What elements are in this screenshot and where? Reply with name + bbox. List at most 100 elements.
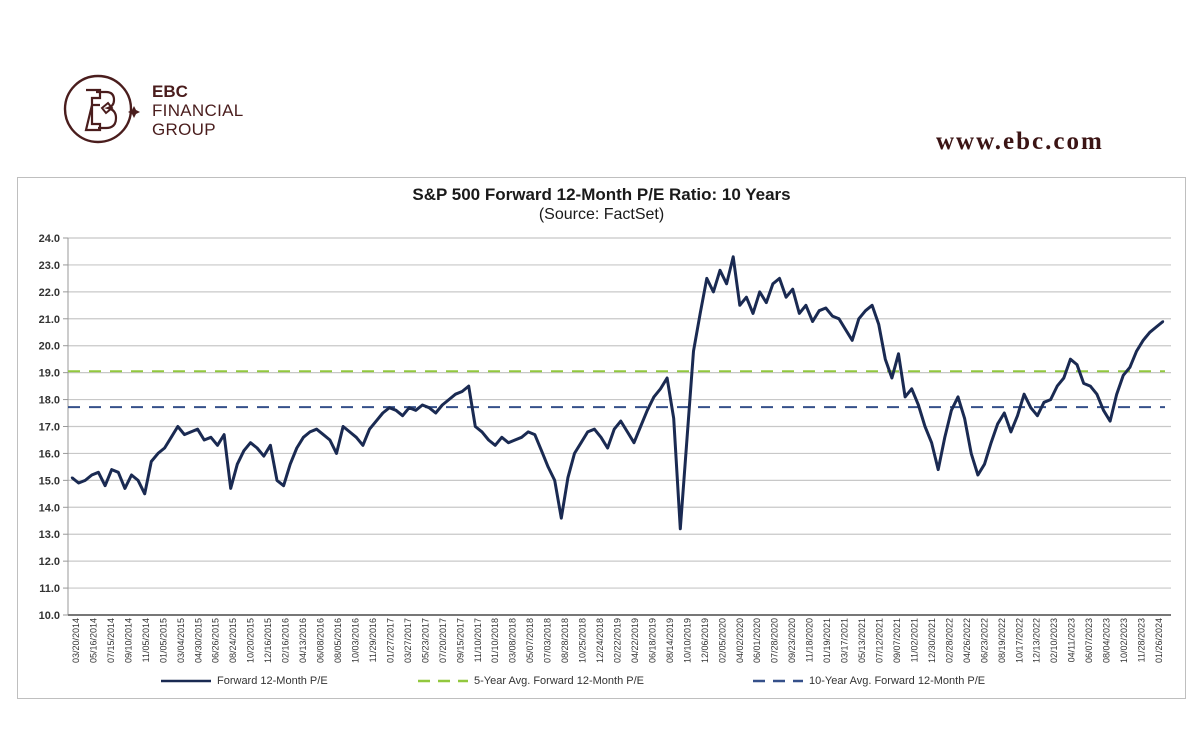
- forward-pe-point: [507, 441, 510, 444]
- legend-swatch-blue-dashed: [753, 679, 803, 683]
- logo-text: EBC FINANCIAL GROUP: [152, 82, 244, 139]
- forward-pe-point: [851, 339, 854, 342]
- x-tick-label: 02/28/2022: [944, 618, 954, 663]
- forward-pe-point: [970, 452, 973, 455]
- y-tick-label: 20.0: [39, 341, 60, 353]
- forward-pe-point: [275, 479, 279, 482]
- y-tick-label: 12.0: [39, 556, 60, 568]
- legend-label-forward-pe: Forward 12-Month P/E: [217, 675, 328, 687]
- forward-pe-point: [1009, 430, 1013, 434]
- forward-pe-point: [408, 406, 411, 409]
- forward-pe-point: [341, 425, 345, 428]
- forward-pe-point: [474, 425, 477, 428]
- forward-pe-point: [1049, 398, 1052, 401]
- forward-pe-point: [513, 438, 517, 442]
- y-tick-label: 19.0: [39, 368, 60, 380]
- y-tick-label: 15.0: [39, 475, 60, 487]
- forward-pe-point: [394, 409, 398, 412]
- forward-pe-point: [487, 438, 490, 442]
- x-tick-label: 04/13/2016: [298, 618, 308, 663]
- forward-pe-point: [930, 441, 933, 444]
- x-tick-label: 12/13/2022: [1032, 618, 1042, 663]
- forward-pe-point: [427, 406, 431, 409]
- forward-pe-point: [791, 287, 794, 291]
- x-tick-label: 03/20/2014: [71, 618, 81, 663]
- forward-pe-point: [143, 492, 146, 496]
- x-tick-label: 11/29/2016: [368, 618, 378, 662]
- forward-pe-point: [381, 411, 384, 415]
- forward-pe-point: [579, 441, 583, 444]
- forward-pe-point: [1128, 366, 1132, 369]
- forward-pe-point: [1029, 406, 1032, 409]
- chart-plot: 10.0 11.0 12.0 13.0 14.0 15.0 16.0 17.0 18.0 19.0…: [39, 233, 1171, 663]
- forward-pe-point: [712, 290, 715, 294]
- forward-pe-point: [189, 430, 193, 434]
- x-tick-label: 09/10/2014: [123, 618, 133, 663]
- forward-pe-point: [758, 290, 761, 294]
- forward-pe-point: [804, 304, 808, 307]
- forward-pe-point: [315, 427, 318, 431]
- forward-pe-point: [150, 460, 153, 463]
- x-tick-label: 01/05/2015: [158, 618, 168, 663]
- forward-pe-point: [632, 441, 636, 444]
- y-tick-label: 23.0: [39, 260, 60, 272]
- forward-pe-point: [361, 444, 365, 447]
- forward-pe-point: [1042, 401, 1046, 404]
- forward-pe-point: [778, 277, 781, 280]
- forward-pe-point: [910, 387, 913, 390]
- forward-pe-point: [520, 436, 523, 439]
- forward-pe-point: [586, 430, 589, 434]
- forward-pe-point: [1075, 363, 1079, 366]
- forward-pe-point: [665, 376, 669, 380]
- forward-pe-point: [434, 411, 437, 415]
- forward-pe-point: [811, 320, 814, 323]
- forward-pe-point: [374, 419, 378, 423]
- legend-swatch-green-dashed: [418, 679, 468, 683]
- legend-label-10yr-avg: 10-Year Avg. Forward 12-Month P/E: [809, 675, 986, 687]
- x-tick-label: 09/15/2017: [455, 618, 465, 663]
- x-tick-label: 10/20/2015: [246, 618, 256, 663]
- x-tick-label: 06/23/2022: [979, 618, 989, 663]
- x-tick-label: 01/27/2017: [385, 618, 395, 663]
- x-tick-label: 12/16/2015: [263, 618, 273, 663]
- forward-pe-point: [123, 487, 127, 490]
- legend-item-5yr-avg: 5-Year Avg. Forward 12-Month P/E: [418, 675, 644, 687]
- forward-pe-point: [612, 427, 616, 431]
- forward-pe-line: [71, 255, 1164, 531]
- legend-item-forward-pe: Forward 12-Month P/E: [161, 675, 328, 687]
- forward-pe-point: [328, 438, 332, 442]
- x-tick-label: 04/30/2015: [193, 618, 203, 663]
- forward-pe-point: [269, 444, 272, 447]
- legend-item-10yr-avg: 10-Year Avg. Forward 12-Month P/E: [753, 675, 985, 687]
- forward-pe-point: [1122, 374, 1125, 377]
- forward-pe-point: [540, 449, 543, 452]
- x-tick-label: 03/17/2021: [840, 618, 850, 663]
- x-tick-label: 08/28/2018: [560, 618, 570, 663]
- x-tick-label: 12/06/2019: [700, 618, 710, 663]
- forward-pe-point: [500, 436, 503, 439]
- chart-container: S&P 500 Forward 12-Month P/E Ratio: 10 Y…: [17, 177, 1186, 699]
- x-tick-label: 06/18/2019: [647, 618, 657, 663]
- legend-label-5yr-avg: 5-Year Avg. Forward 12-Month P/E: [474, 675, 644, 687]
- forward-pe-point: [242, 449, 246, 452]
- forward-pe-point: [368, 427, 371, 431]
- forward-pe-point: [1108, 419, 1112, 423]
- x-tick-label: 08/24/2015: [228, 618, 238, 663]
- forward-pe-point: [817, 309, 821, 312]
- x-tick-label: 07/12/2021: [875, 618, 885, 663]
- x-tick-label: 10/25/2018: [578, 618, 588, 663]
- x-tick-label: 03/27/2017: [403, 618, 413, 663]
- x-tick-label: 11/02/2021: [909, 618, 919, 662]
- forward-pe-point: [553, 479, 556, 482]
- x-tick-label: 06/07/2023: [1084, 618, 1094, 663]
- forward-pe-point: [1148, 331, 1151, 334]
- forward-pe-point: [897, 352, 900, 355]
- forward-pe-point: [560, 516, 563, 520]
- x-tick-label: 04/26/2022: [962, 618, 972, 663]
- x-tick-label: 07/28/2020: [770, 618, 780, 663]
- forward-pe-point: [837, 317, 841, 320]
- x-tick-label: 06/08/2016: [316, 618, 326, 663]
- y-tick-label: 17.0: [39, 422, 60, 434]
- chart-subtitle: (Source: FactSet): [538, 206, 665, 223]
- forward-pe-point: [685, 438, 689, 442]
